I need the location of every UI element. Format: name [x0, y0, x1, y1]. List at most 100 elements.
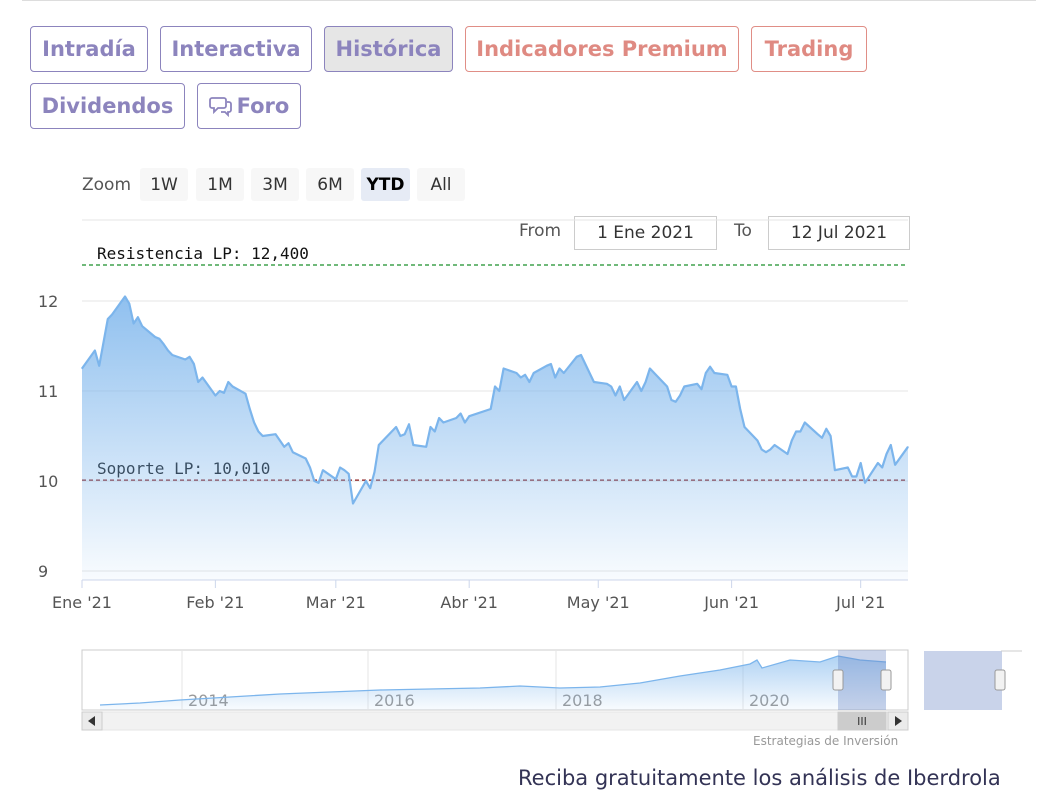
data-point — [670, 399, 673, 401]
data-point — [275, 433, 277, 435]
zoom-1m-button[interactable]: 1M — [196, 168, 244, 201]
x-tick-label: Ene '21 — [52, 593, 112, 612]
tab-dividendos[interactable]: Dividendos — [30, 83, 185, 129]
tab-historica-label: Histórica — [335, 37, 442, 61]
navigator-handle-left[interactable] — [832, 669, 844, 691]
data-point — [774, 444, 776, 446]
data-point — [563, 372, 565, 374]
data-point — [305, 457, 307, 460]
data-point — [464, 421, 466, 424]
data-point — [700, 388, 703, 390]
data-point — [438, 417, 440, 419]
top-divider — [22, 0, 1036, 5]
tab-foro[interactable]: Foro — [197, 83, 301, 129]
scrollbar-thumb[interactable] — [837, 711, 887, 731]
data-point — [636, 381, 638, 383]
tab-interactiva[interactable]: Interactiva — [160, 26, 312, 72]
data-point — [343, 469, 345, 471]
navigator-mask[interactable] — [838, 650, 886, 710]
navigator-handle-extra[interactable] — [994, 669, 1006, 691]
data-point — [163, 343, 165, 345]
y-tick-label: 10 — [38, 472, 58, 491]
data-point — [339, 466, 341, 469]
x-tick-label: Feb '21 — [186, 593, 244, 612]
footer-cta[interactable]: Reciba gratuitamente los análisis de Ibe… — [518, 766, 1001, 790]
data-point — [907, 446, 909, 448]
data-point — [442, 421, 444, 424]
chart-credits[interactable]: Estrategias de Inversión — [753, 734, 899, 748]
scrollbar-track[interactable] — [81, 711, 909, 731]
series-layer — [81, 295, 909, 580]
data-point — [825, 428, 827, 430]
data-point — [765, 451, 767, 453]
zoom-all-button[interactable]: All — [417, 168, 465, 201]
data-point — [171, 354, 173, 356]
tab-foro-label: Foro — [236, 94, 290, 118]
data-point — [864, 482, 866, 484]
data-point — [580, 354, 582, 356]
data-point — [460, 412, 462, 415]
data-point — [653, 372, 655, 374]
data-point — [606, 383, 608, 385]
data-point — [709, 366, 711, 368]
data-point — [860, 462, 862, 464]
data-point — [855, 475, 858, 478]
tab-intradia-label: Intradía — [42, 37, 136, 61]
data-point — [128, 303, 130, 305]
zoom-6m-button[interactable]: 6M — [306, 168, 354, 201]
data-point — [847, 466, 849, 469]
data-point — [804, 421, 806, 424]
data-point — [94, 349, 96, 352]
data-point — [550, 363, 552, 365]
navigator-line — [99, 655, 887, 706]
data-point — [193, 363, 195, 365]
data-point — [735, 385, 737, 388]
data-point — [395, 426, 397, 428]
data-point — [786, 453, 789, 455]
zoom-3m-button[interactable]: 3M — [251, 168, 299, 201]
data-point — [111, 313, 113, 316]
data-point — [158, 338, 160, 340]
data-point — [412, 444, 414, 446]
data-point — [219, 390, 221, 392]
data-point — [640, 390, 642, 392]
series-line — [81, 295, 909, 505]
data-point — [546, 365, 548, 367]
data-point — [378, 444, 380, 446]
data-point — [528, 381, 531, 383]
range-to-input[interactable]: 12 Jul 2021 — [768, 216, 910, 250]
data-point — [425, 446, 427, 448]
tab-trading[interactable]: Trading — [751, 26, 867, 72]
data-point — [683, 385, 685, 388]
tab-dividendos-label: Dividendos — [41, 94, 174, 118]
data-point — [227, 381, 229, 383]
y-tick-label: 12 — [38, 292, 58, 311]
data-point — [761, 448, 763, 451]
data-point — [619, 385, 621, 388]
navigator-overflow-pane — [924, 651, 1002, 710]
data-point — [731, 385, 733, 388]
data-point — [287, 442, 290, 444]
data-point — [249, 408, 251, 410]
tab-trading-label: Trading — [764, 37, 854, 61]
data-point — [81, 367, 83, 370]
scroll-left-icon — [88, 716, 95, 726]
zoom-ytd-button[interactable]: YTD — [361, 168, 410, 201]
range-to-label: To — [734, 221, 752, 241]
axis-layer: 9 10 11 12 Ene '21 Feb '21 Mar '21 Abr '21 May '… — [38, 292, 908, 612]
zoom-1w-button[interactable]: 1W — [140, 168, 188, 201]
tab-historica[interactable]: Histórica — [324, 26, 453, 72]
tab-indicadores-premium[interactable]: Indicadores Premium — [465, 26, 739, 72]
data-point — [292, 451, 294, 453]
y-tick-label: 11 — [38, 382, 58, 401]
data-point — [141, 325, 143, 327]
x-tick-label: Jun '21 — [703, 593, 759, 612]
navigator-handle-right[interactable] — [880, 669, 892, 691]
range-from-input[interactable]: 1 Ene 2021 — [574, 216, 717, 250]
data-point — [429, 426, 432, 428]
navigator[interactable]: 2014201620182020III — [81, 649, 1022, 731]
tab-intradia[interactable]: Intradía — [30, 26, 148, 72]
zoom-label: Zoom — [82, 175, 132, 195]
scrollbar-grip-icon: III — [857, 715, 867, 728]
data-point — [524, 374, 526, 376]
